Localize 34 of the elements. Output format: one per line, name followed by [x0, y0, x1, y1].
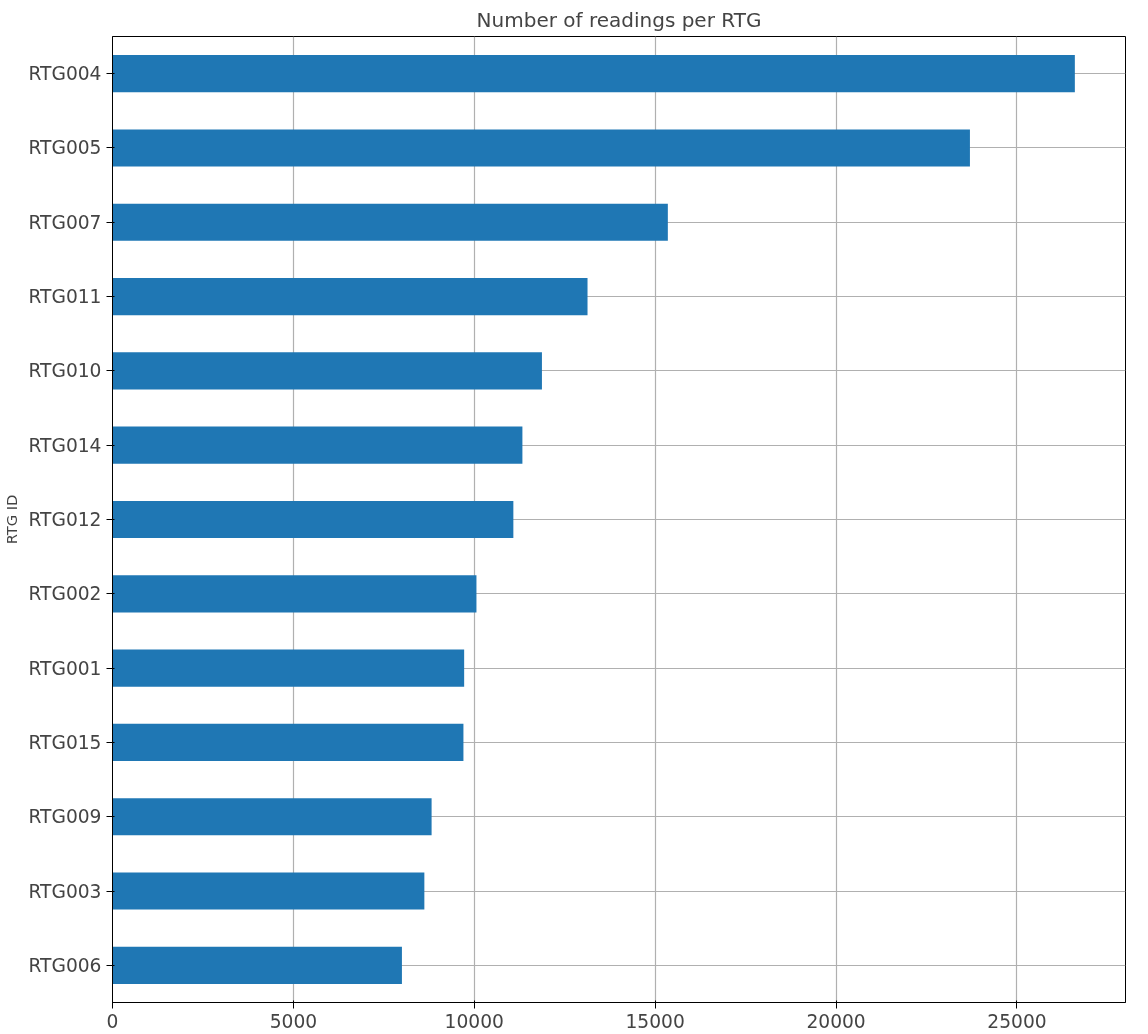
bar — [112, 203, 668, 241]
x-tick-label: 15000 — [625, 1010, 685, 1032]
bar — [112, 946, 402, 984]
y-tick-label: RTG004 — [28, 63, 102, 85]
y-tick-label: RTG012 — [28, 509, 102, 530]
x-tick-label: 25000 — [987, 1010, 1047, 1032]
bar — [112, 575, 477, 613]
chart-title: Number of readings per RTG — [476, 7, 762, 32]
bar — [112, 723, 464, 761]
bar — [112, 55, 1075, 93]
y-tick-label: RTG015 — [28, 731, 102, 753]
bar — [112, 129, 970, 167]
y-tick-label: RTG003 — [28, 880, 102, 902]
y-tick-label: RTG010 — [28, 360, 102, 382]
y-tick-label: RTG001 — [28, 657, 102, 679]
y-axis-title: RTG ID — [3, 494, 21, 545]
y-tick-label: RTG014 — [28, 434, 102, 456]
bar — [112, 352, 542, 390]
bar — [112, 278, 588, 316]
x-tick-label: 20000 — [806, 1010, 866, 1032]
y-tick-label: RTG009 — [28, 806, 102, 828]
x-tick-label: 5000 — [269, 1010, 318, 1032]
y-tick-label: RTG006 — [28, 954, 102, 976]
bar — [112, 426, 523, 464]
x-tick-label: 0 — [106, 1010, 119, 1032]
y-tick-label: RTG005 — [28, 137, 102, 159]
bar — [112, 872, 425, 910]
y-tick-label: RTG002 — [28, 583, 102, 605]
bar — [112, 649, 465, 687]
bar — [112, 798, 432, 836]
bar — [112, 500, 514, 539]
y-tick-label: RTG007 — [28, 211, 102, 233]
y-tick-label: RTG011 — [28, 286, 102, 308]
x-tick-label: 10000 — [444, 1010, 504, 1032]
